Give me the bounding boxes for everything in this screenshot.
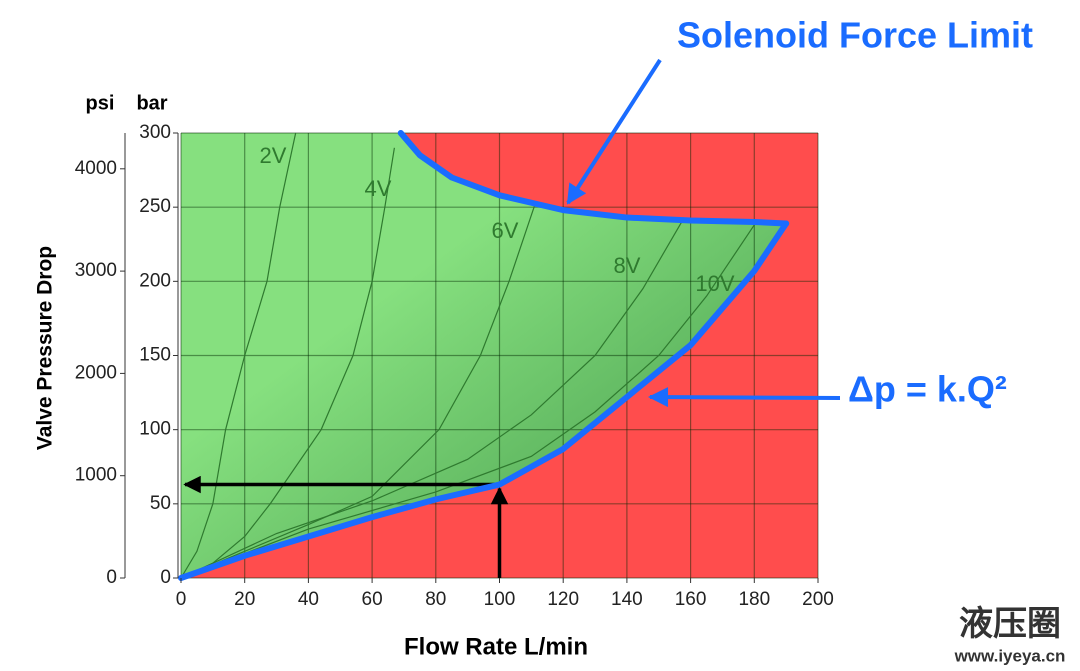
x-tick-label: 160 bbox=[675, 589, 707, 610]
annotation: Solenoid Force Limit bbox=[677, 15, 1033, 56]
y2-tick-label: 3000 bbox=[75, 260, 117, 281]
series-label: 4V bbox=[365, 176, 392, 201]
x-tick-label: 80 bbox=[425, 589, 446, 610]
y-tick-label: 250 bbox=[139, 196, 171, 217]
x-tick-label: 100 bbox=[484, 589, 516, 610]
y2-unit: psi bbox=[86, 92, 115, 114]
x-tick-label: 40 bbox=[298, 589, 319, 610]
x-tick-label: 180 bbox=[738, 589, 770, 610]
voltage-curve bbox=[180, 224, 755, 579]
y2-tick-label: 1000 bbox=[75, 465, 117, 486]
y-tick-label: 200 bbox=[139, 270, 171, 291]
watermark: www.iyeya.cn bbox=[954, 646, 1066, 665]
safe-region bbox=[181, 133, 787, 578]
y-axis-label: Valve Pressure Drop bbox=[34, 246, 57, 450]
annotation-arrow bbox=[566, 58, 662, 205]
boundary-line bbox=[397, 130, 790, 227]
y2-tick-label: 2000 bbox=[75, 362, 117, 383]
series-label: 8V bbox=[614, 253, 641, 278]
annotation-arrow bbox=[648, 387, 841, 408]
series-label: 6V bbox=[492, 218, 519, 243]
y-tick-label: 300 bbox=[139, 122, 171, 143]
watermark: 液压圈 bbox=[959, 605, 1061, 643]
y2-tick-label: 4000 bbox=[75, 158, 117, 179]
voltage-curve bbox=[180, 205, 536, 579]
y-tick-label: 50 bbox=[150, 493, 171, 514]
x-tick-label: 0 bbox=[176, 589, 187, 610]
y2-tick-label: 0 bbox=[106, 567, 117, 588]
y-tick-label: 0 bbox=[160, 567, 171, 588]
x-tick-label: 120 bbox=[547, 589, 579, 610]
y-unit: bar bbox=[136, 92, 167, 114]
y-tick-label: 100 bbox=[139, 419, 171, 440]
series-label: 2V bbox=[260, 143, 287, 168]
y-tick-label: 150 bbox=[139, 345, 171, 366]
x-axis-label: Flow Rate L/min bbox=[404, 633, 588, 660]
x-tick-label: 20 bbox=[234, 589, 255, 610]
x-tick-label: 200 bbox=[802, 589, 834, 610]
annotation: Δp = k.Q² bbox=[848, 369, 1007, 410]
boundary-line bbox=[178, 220, 790, 581]
x-tick-label: 140 bbox=[611, 589, 643, 610]
voltage-curve bbox=[180, 217, 685, 579]
voltage-curve bbox=[180, 132, 297, 579]
voltage-curve bbox=[180, 147, 395, 579]
x-tick-label: 60 bbox=[362, 589, 383, 610]
series-label: 10V bbox=[695, 271, 734, 296]
